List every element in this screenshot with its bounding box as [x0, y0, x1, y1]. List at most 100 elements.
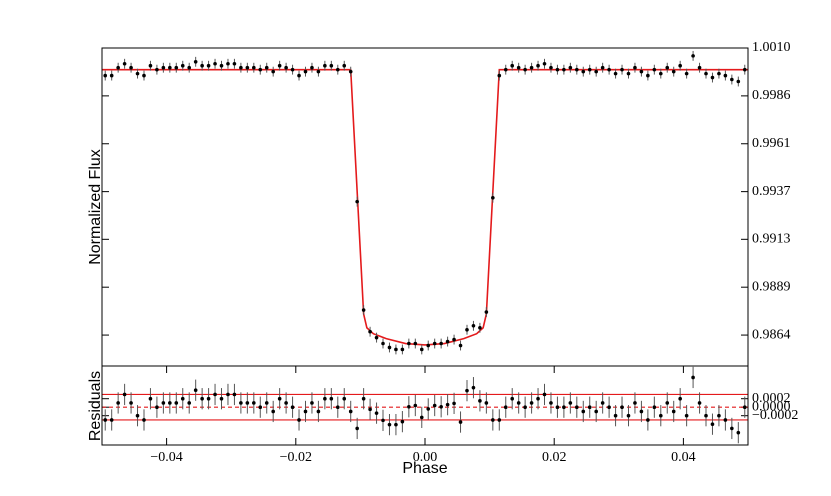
data-point	[613, 71, 618, 76]
data-point	[684, 413, 689, 418]
data-point	[471, 324, 476, 328]
y-tick-label: 0.0002	[752, 391, 791, 406]
data-point	[245, 401, 250, 405]
data-point	[155, 405, 159, 409]
y-tick-label: −0.0002	[752, 408, 798, 423]
data-point	[206, 63, 211, 68]
data-point	[168, 65, 172, 70]
data-point	[284, 65, 288, 70]
data-point	[284, 401, 288, 405]
data-point	[316, 409, 321, 414]
data-point	[413, 403, 418, 408]
data-point	[478, 325, 482, 330]
data-point	[355, 199, 359, 204]
data-point	[562, 67, 566, 72]
data-point	[193, 59, 198, 64]
data-point	[200, 63, 204, 68]
data-point	[187, 65, 192, 70]
data-point	[103, 73, 108, 78]
data-point	[426, 343, 431, 348]
data-point	[626, 413, 631, 418]
data-point	[639, 409, 644, 414]
y-tick-label: 0.9864	[752, 327, 791, 342]
data-point	[303, 409, 308, 414]
data-point	[704, 413, 708, 418]
data-point	[135, 413, 140, 418]
data-point	[658, 413, 663, 418]
data-point	[633, 65, 637, 70]
data-point	[290, 405, 295, 409]
data-point	[458, 420, 463, 424]
data-point	[174, 401, 179, 405]
data-point	[381, 418, 385, 423]
data-point	[258, 67, 263, 72]
data-point	[161, 401, 166, 405]
y-tick-label: 0.9937	[752, 184, 791, 199]
data-point	[684, 71, 689, 76]
data-point	[239, 401, 243, 405]
data-point	[387, 422, 392, 427]
y-tick-label: 0.9889	[752, 279, 791, 294]
y-tick-label: 1.0010	[752, 40, 791, 55]
data-point	[607, 67, 611, 72]
data-point	[297, 73, 301, 78]
data-point	[478, 399, 482, 403]
data-point	[516, 401, 521, 405]
data-point	[652, 405, 657, 409]
data-point	[407, 404, 411, 409]
data-point	[323, 396, 327, 401]
data-point	[516, 65, 521, 70]
data-point	[562, 405, 566, 409]
data-point	[613, 413, 618, 418]
data-point	[523, 67, 527, 72]
data-point	[348, 409, 353, 414]
data-point	[458, 343, 463, 348]
data-point	[665, 65, 670, 70]
data-point	[361, 308, 366, 312]
data-point	[252, 65, 256, 70]
data-point	[439, 341, 443, 346]
data-point	[109, 418, 114, 422]
data-point	[310, 401, 314, 405]
data-point	[116, 65, 120, 70]
data-point	[568, 401, 573, 405]
data-point	[129, 65, 133, 70]
data-point	[555, 67, 560, 72]
data-point	[400, 347, 405, 352]
data-point	[704, 71, 708, 76]
data-point	[329, 63, 334, 68]
data-point	[594, 69, 598, 74]
data-point	[600, 401, 605, 405]
x-tick-label: 0.02	[542, 450, 567, 465]
data-point	[607, 405, 611, 409]
data-point	[568, 65, 573, 70]
data-point	[575, 67, 579, 72]
data-point	[439, 404, 443, 409]
data-point	[697, 65, 702, 70]
data-point	[174, 65, 179, 70]
data-point	[510, 63, 515, 68]
data-point	[587, 67, 592, 72]
data-point	[394, 422, 398, 427]
data-point	[168, 401, 172, 405]
data-point	[581, 409, 586, 414]
data-point	[335, 405, 340, 409]
data-point	[342, 63, 347, 68]
y-tick-label: 0.9913	[752, 232, 791, 247]
data-point	[710, 422, 715, 426]
data-point	[600, 65, 605, 70]
data-point	[245, 65, 250, 70]
data-point	[180, 396, 185, 401]
data-point	[348, 69, 353, 74]
data-point	[646, 73, 650, 78]
data-point	[678, 63, 682, 68]
data-point	[381, 341, 385, 346]
data-point	[742, 405, 747, 409]
data-point	[620, 67, 624, 72]
data-point	[646, 418, 650, 422]
data-point	[407, 341, 411, 346]
data-point	[665, 401, 670, 405]
data-point	[142, 418, 146, 422]
data-point	[316, 69, 321, 74]
data-point	[180, 63, 185, 68]
